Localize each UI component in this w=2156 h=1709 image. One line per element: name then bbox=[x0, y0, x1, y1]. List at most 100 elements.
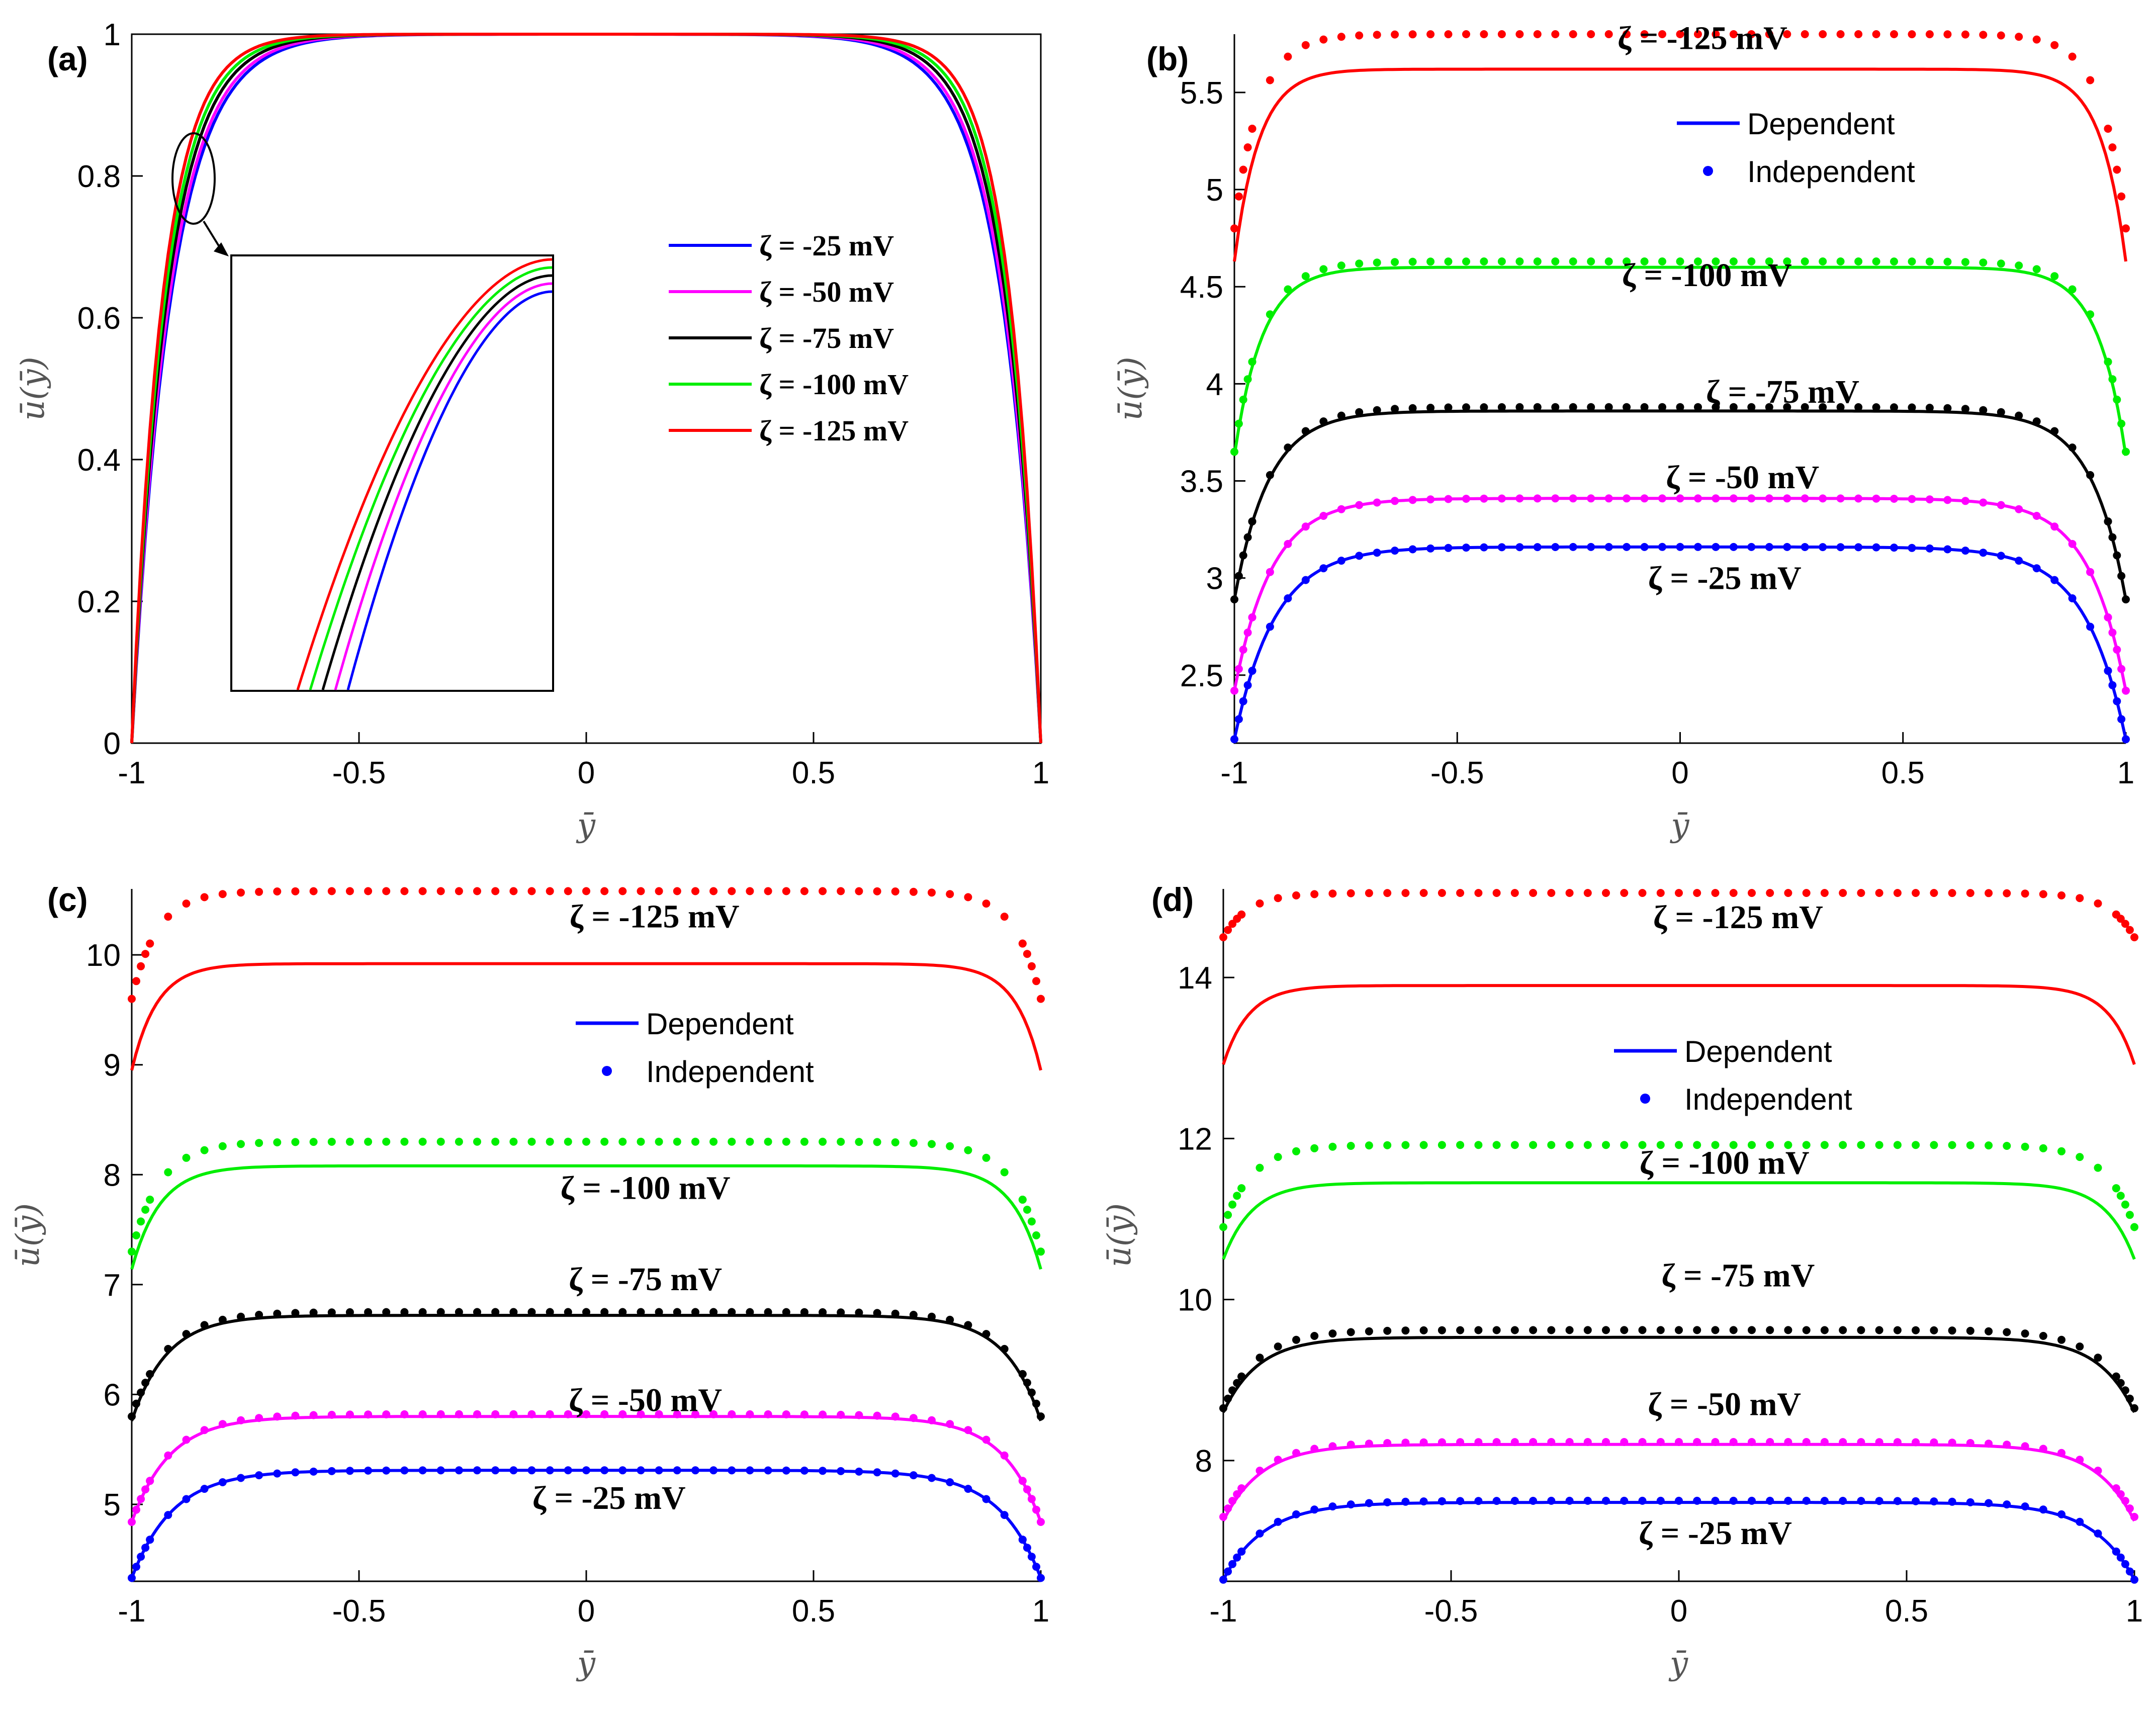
independent-point-z125 bbox=[1802, 889, 1811, 897]
independent-point-z125 bbox=[1565, 889, 1574, 897]
independent-point-z25 bbox=[2104, 667, 2112, 675]
independent-point-z50 bbox=[527, 1410, 536, 1418]
independent-point-z100 bbox=[1985, 1141, 1993, 1150]
independent-point-z75 bbox=[1979, 406, 1988, 414]
independent-point-z100 bbox=[1820, 1141, 1829, 1149]
independent-point-z75 bbox=[1023, 1379, 1031, 1387]
independent-point-z50 bbox=[1292, 1449, 1300, 1457]
independent-point-z50 bbox=[1693, 1438, 1701, 1446]
independent-point-z100 bbox=[1765, 257, 1773, 265]
independent-point-z100 bbox=[728, 1137, 736, 1146]
independent-point-z125 bbox=[1604, 30, 1613, 38]
independent-point-z25 bbox=[1419, 1497, 1428, 1506]
independent-point-z100 bbox=[855, 1138, 863, 1146]
independent-point-z25 bbox=[1408, 545, 1417, 554]
independent-point-z50 bbox=[546, 1410, 554, 1418]
independent-point-z75 bbox=[1587, 403, 1595, 411]
independent-point-z125 bbox=[1032, 977, 1040, 985]
y-tick-label: 8 bbox=[104, 1158, 121, 1193]
independent-point-z25 bbox=[327, 1467, 336, 1475]
independent-point-z125 bbox=[436, 887, 445, 895]
independent-point-z50 bbox=[1243, 628, 1252, 637]
independent-point-z75 bbox=[2094, 1354, 2102, 1362]
independent-point-z125 bbox=[1292, 891, 1300, 900]
independent-point-z75 bbox=[1640, 403, 1649, 411]
independent-point-z50 bbox=[1836, 494, 1845, 503]
independent-point-z25 bbox=[1284, 594, 1292, 602]
independent-point-z25 bbox=[1912, 1497, 1920, 1505]
independent-point-z75 bbox=[255, 1311, 263, 1319]
independent-point-z100 bbox=[2057, 1147, 2065, 1155]
independent-point-z125 bbox=[964, 893, 972, 902]
independent-point-z100 bbox=[1239, 395, 1247, 404]
independent-point-z125 bbox=[1401, 889, 1410, 897]
independent-point-z25 bbox=[1224, 1567, 1232, 1576]
independent-point-z75 bbox=[1872, 403, 1880, 411]
independent-point-z25 bbox=[1426, 544, 1435, 553]
independent-point-z25 bbox=[546, 1466, 554, 1475]
legend-entry: ζ = -100 mV bbox=[759, 368, 909, 401]
independent-point-z75 bbox=[291, 1309, 300, 1317]
zeta-annotation: ζ = -50 mV bbox=[1666, 459, 1819, 496]
independent-point-z100 bbox=[1565, 1141, 1574, 1149]
independent-point-z100 bbox=[1854, 257, 1863, 265]
independent-point-z100 bbox=[141, 1206, 150, 1214]
independent-point-z50 bbox=[1675, 1438, 1683, 1446]
independent-point-z25 bbox=[1037, 1574, 1045, 1582]
independent-point-z50 bbox=[1408, 496, 1417, 504]
independent-point-z125 bbox=[1027, 962, 1036, 970]
independent-point-z50 bbox=[1890, 495, 1898, 503]
independent-point-z50 bbox=[1948, 1438, 1956, 1447]
y-tick-label: 3 bbox=[1206, 562, 1223, 596]
independent-point-z125 bbox=[1569, 30, 1577, 38]
independent-point-z25 bbox=[691, 1466, 699, 1475]
independent-point-z125 bbox=[1365, 889, 1373, 897]
independent-point-z75 bbox=[2121, 1386, 2129, 1395]
independent-point-z125 bbox=[1551, 30, 1560, 38]
independent-point-z50 bbox=[618, 1410, 627, 1418]
zeta-annotation: ζ = -100 mV bbox=[1622, 257, 1792, 294]
axes-frame bbox=[1222, 889, 2134, 1582]
independent-point-z75 bbox=[128, 1412, 136, 1421]
independent-point-z100 bbox=[564, 1137, 572, 1146]
independent-point-z125 bbox=[2015, 33, 2023, 41]
independent-point-z50 bbox=[2108, 628, 2117, 637]
independent-point-z100 bbox=[709, 1137, 718, 1146]
independent-point-z50 bbox=[218, 1420, 227, 1428]
independent-point-z25 bbox=[1533, 543, 1542, 552]
legend-dependent: Dependent bbox=[1684, 1035, 1832, 1068]
axes-frame bbox=[1233, 34, 2126, 744]
independent-point-z125 bbox=[1658, 30, 1666, 38]
independent-point-z125 bbox=[782, 887, 790, 895]
independent-point-z75 bbox=[2125, 1394, 2134, 1403]
independent-point-z25 bbox=[1997, 552, 2005, 560]
independent-point-z125 bbox=[200, 893, 209, 902]
independent-point-z25 bbox=[837, 1467, 845, 1475]
panel-c: -1 -0.5 0 0.5 1 5 6 7 8 9 10 ȳ ū(ȳ) (c) ζ = -125 mV ζ =… bbox=[10, 881, 1049, 1682]
independent-point-z75 bbox=[2108, 533, 2117, 542]
independent-point-z25 bbox=[2015, 557, 2023, 565]
panel-label: (a) bbox=[47, 40, 88, 77]
independent-point-z100 bbox=[600, 1137, 609, 1146]
independent-point-z100 bbox=[2039, 1144, 2047, 1152]
independent-point-z25 bbox=[1872, 543, 1880, 552]
independent-point-z100 bbox=[1979, 258, 1988, 267]
x-tick-label: 1 bbox=[1032, 1594, 1049, 1629]
independent-point-z25 bbox=[291, 1468, 300, 1477]
independent-point-z100 bbox=[1301, 272, 1310, 281]
independent-point-z125 bbox=[1857, 889, 1865, 897]
independent-point-z100 bbox=[1292, 1147, 1300, 1155]
independent-point-z100 bbox=[273, 1138, 282, 1146]
independent-point-z100 bbox=[1266, 310, 1274, 319]
independent-point-z50 bbox=[2117, 665, 2126, 673]
independent-point-z125 bbox=[2130, 933, 2138, 942]
independent-point-z100 bbox=[436, 1137, 445, 1146]
independent-point-z50 bbox=[1284, 539, 1292, 548]
independent-point-z125 bbox=[1438, 889, 1446, 897]
y-tick-label: 6 bbox=[104, 1378, 121, 1412]
dependent-line-z100 bbox=[1222, 1181, 2136, 1260]
independent-point-z100 bbox=[1961, 258, 1969, 266]
independent-point-z125 bbox=[1037, 995, 1045, 1003]
independent-point-z100 bbox=[1620, 1141, 1629, 1149]
independent-point-z125 bbox=[1319, 35, 1328, 44]
